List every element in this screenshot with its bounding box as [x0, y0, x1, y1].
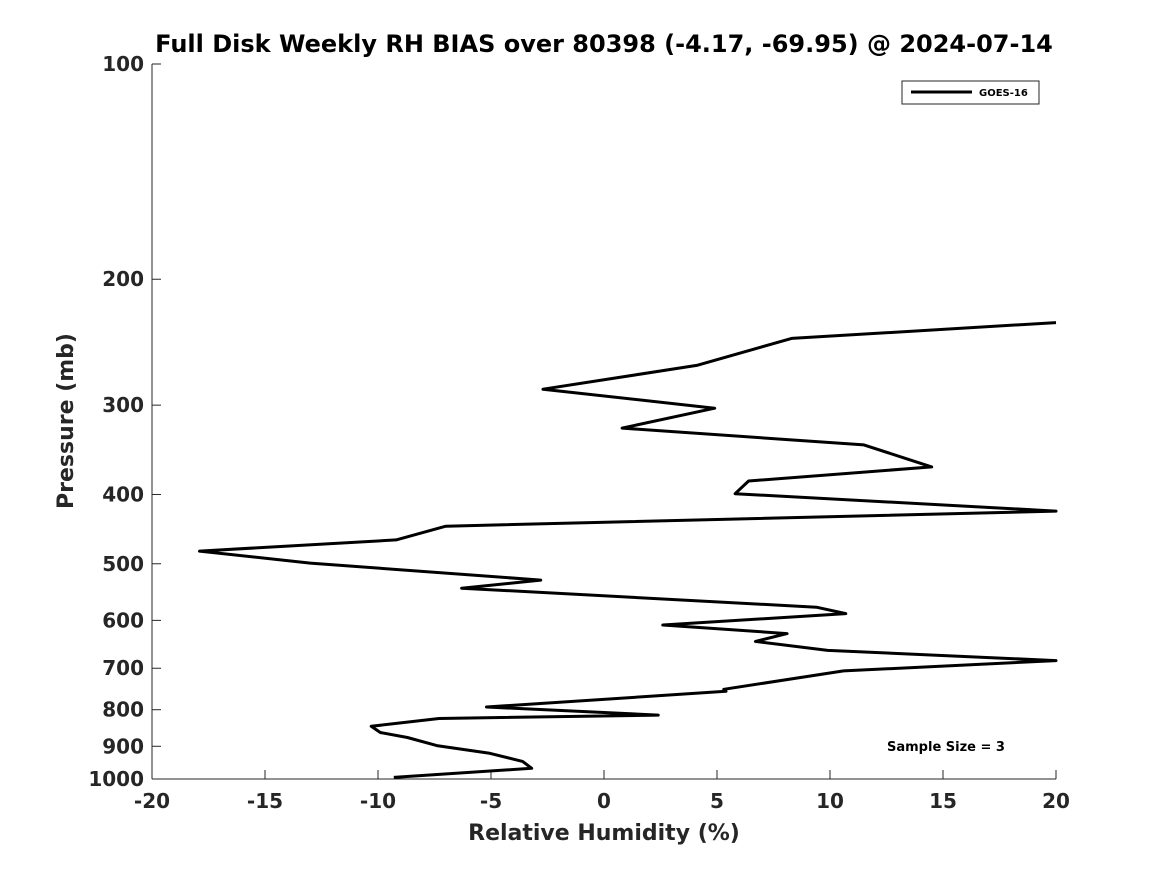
y-tick-label: 600: [102, 608, 144, 632]
y-tick-label: 1000: [88, 767, 144, 791]
x-tick-label: -20: [134, 789, 170, 813]
x-tick-label: -15: [247, 789, 283, 813]
y-tick-label: 400: [102, 482, 144, 506]
series-layer: [198, 321, 1058, 779]
sample-size-annotation: Sample Size = 3: [887, 740, 1005, 755]
x-tick-label: 5: [710, 789, 724, 813]
chart-title: Full Disk Weekly RH BIAS over 80398 (-4.…: [155, 30, 1053, 58]
x-ticks: -20 -15 -10 -5 0 5 10 15 20: [134, 770, 1070, 813]
y-tick-label: 800: [102, 698, 144, 722]
legend: GOES-16: [901, 80, 1040, 105]
plot-area: [152, 64, 1056, 779]
x-tick-label: 10: [816, 789, 844, 813]
y-ticks: 100 200 300 400 500 600 700 800 900 1000: [88, 52, 161, 791]
x-tick-label: 15: [929, 789, 957, 813]
x-axis-label: Relative Humidity (%): [468, 821, 740, 846]
x-tick-label: 20: [1042, 789, 1070, 813]
x-tick-label: 0: [597, 789, 611, 813]
x-tick-label: -10: [360, 789, 396, 813]
y-tick-label: 500: [102, 552, 144, 576]
y-tick-label: 100: [102, 52, 144, 76]
y-tick-label: 200: [102, 267, 144, 291]
y-tick-label: 700: [102, 656, 144, 680]
legend-label-goes-16: GOES-16: [979, 88, 1028, 99]
series-line-goes-16: [198, 321, 1058, 779]
y-axis-label: Pressure (mb): [54, 333, 79, 509]
y-tick-label: 300: [102, 393, 144, 417]
x-tick-label: -5: [480, 789, 502, 813]
y-tick-label: 900: [102, 734, 144, 758]
